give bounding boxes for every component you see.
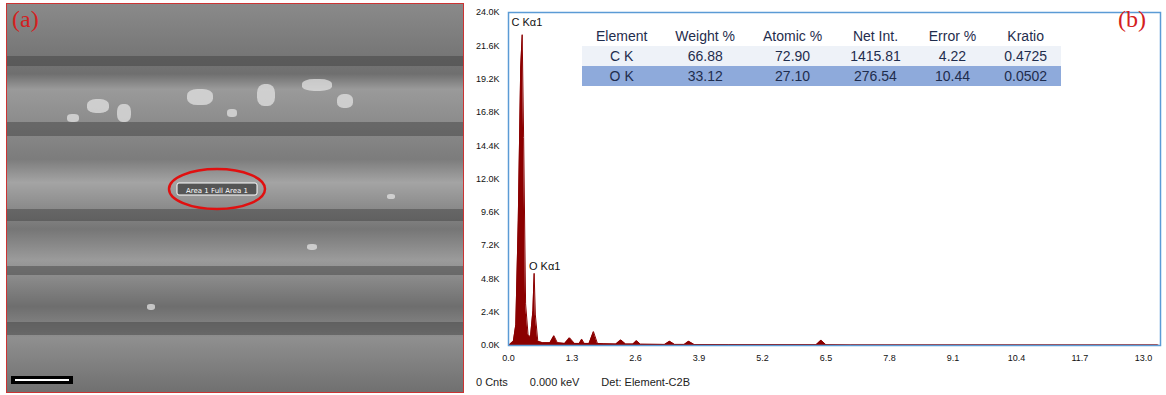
html-text:(a): (a) (12, 6, 39, 32)
svg-text:6.5: 6.5 (820, 353, 833, 363)
svg-text:11.7: 11.7 (1071, 353, 1088, 363)
svg-text:7.2K: 7.2K (481, 240, 500, 250)
html-text:Atomic %: Atomic % (763, 28, 823, 44)
html-text:0.4725: 0.4725 (1004, 48, 1047, 64)
svg-text:0.0K: 0.0K (481, 340, 500, 350)
svg-text:19.2K: 19.2K (476, 74, 500, 84)
svg-text:12.0K: 12.0K (476, 174, 500, 184)
svg-text:C Kα1: C Kα1 (511, 16, 542, 28)
svg-text:14.4K: 14.4K (476, 141, 500, 151)
html-text:Element: Element (596, 28, 648, 44)
svg-text:9.1: 9.1 (947, 353, 960, 363)
html-text:0.000 keV: 0.000 keV (529, 376, 580, 388)
svg-text:1.3: 1.3 (566, 353, 579, 363)
svg-text:Area 1 Full Area 1: Area 1 Full Area 1 (186, 187, 248, 195)
html-text:27.10: 27.10 (775, 68, 811, 84)
html-text:C K: C K (610, 48, 634, 64)
svg-text:2.4K: 2.4K (481, 307, 500, 317)
html-text:Net Int.: Net Int. (852, 28, 898, 44)
html-text:66.88: 66.88 (687, 48, 723, 64)
html-text:33.12: 33.12 (687, 68, 723, 84)
svg-text:21.6K: 21.6K (476, 41, 500, 51)
html-text:0 Cnts: 0 Cnts (476, 376, 508, 388)
html-text:O K: O K (609, 68, 634, 84)
svg-text:10.4: 10.4 (1008, 353, 1026, 363)
svg-text:2.6: 2.6 (629, 353, 642, 363)
svg-text:0.0: 0.0 (502, 353, 515, 363)
html-text:0.0502: 0.0502 (1004, 68, 1047, 84)
svg-text:7.8: 7.8 (883, 353, 896, 363)
html-text:4.22: 4.22 (938, 48, 967, 64)
html-text:1415.81: 1415.81 (850, 48, 901, 64)
svg-text:O Kα1: O Kα1 (529, 260, 560, 272)
svg-text:3.9: 3.9 (693, 353, 706, 363)
svg-text:4.8K: 4.8K (481, 274, 500, 284)
svg-text:13.0: 13.0 (1135, 353, 1153, 363)
html-text:Det: Element-C2B: Det: Element-C2B (601, 376, 690, 388)
html-text:(b): (b) (1118, 6, 1146, 32)
svg-text:5.2: 5.2 (756, 353, 769, 363)
html-text:Error %: Error % (928, 28, 977, 44)
html-text:Weight %: Weight % (675, 28, 735, 44)
svg-text:24.0K: 24.0K (476, 7, 500, 17)
html-text:276.54: 276.54 (854, 68, 897, 84)
html-text:Kratio: Kratio (1007, 28, 1044, 44)
svg-text:16.8K: 16.8K (476, 107, 500, 117)
html-text:72.90: 72.90 (775, 48, 811, 64)
svg-text:9.6K: 9.6K (481, 207, 500, 217)
html-text:10.44: 10.44 (935, 68, 970, 84)
